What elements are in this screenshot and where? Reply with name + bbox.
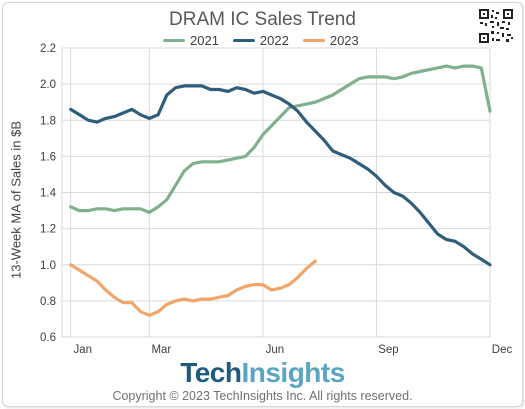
y-tick-label: 2.2 [40, 43, 56, 55]
x-tick-label: Mar [151, 344, 171, 356]
qr-code-icon [478, 8, 514, 44]
legend-item-2023: 2023 [302, 33, 359, 48]
y-tick-label: 1.8 [40, 115, 56, 127]
legend-swatch-2021 [163, 39, 185, 42]
chart-title: DRAM IC Sales Trend [169, 9, 356, 30]
techinsights-logo: TechInsights [0, 357, 525, 389]
x-tick-label: Jan [73, 344, 92, 356]
legend-label-2021: 2021 [190, 33, 219, 48]
series-line-2022 [69, 84, 492, 267]
series-line-2021 [69, 64, 492, 214]
x-tick-label: Dec [492, 344, 513, 356]
logo-tech: Tech [180, 357, 242, 388]
logo-insights: Insights [241, 357, 345, 388]
y-tick-label: 1.4 [40, 188, 57, 200]
legend-swatch-2023 [302, 39, 325, 42]
x-tick-label: Sep [378, 344, 398, 356]
legend-item-2021: 2021 [163, 33, 219, 48]
legend-item-2022: 2022 [232, 33, 289, 48]
legend: 2021 2022 2023 [163, 33, 359, 48]
copyright-notice: Copyright © 2023 TechInsights Inc. All r… [112, 389, 413, 403]
y-tick-label: 0.8 [40, 296, 56, 308]
series-line-2023 [69, 259, 317, 317]
y-tick-label: 0.6 [40, 332, 56, 344]
y-tick-label: 2.0 [40, 79, 56, 91]
y-tick-label: 1.6 [40, 151, 56, 163]
legend-label-2023: 2023 [329, 33, 359, 48]
legend-swatch-2022 [232, 39, 255, 42]
y-tick-label: 1.0 [40, 260, 56, 272]
x-tick-label: Jun [266, 344, 285, 356]
legend-label-2022: 2022 [259, 33, 289, 48]
plot-border [61, 47, 491, 338]
y-tick-label: 1.2 [40, 224, 56, 236]
